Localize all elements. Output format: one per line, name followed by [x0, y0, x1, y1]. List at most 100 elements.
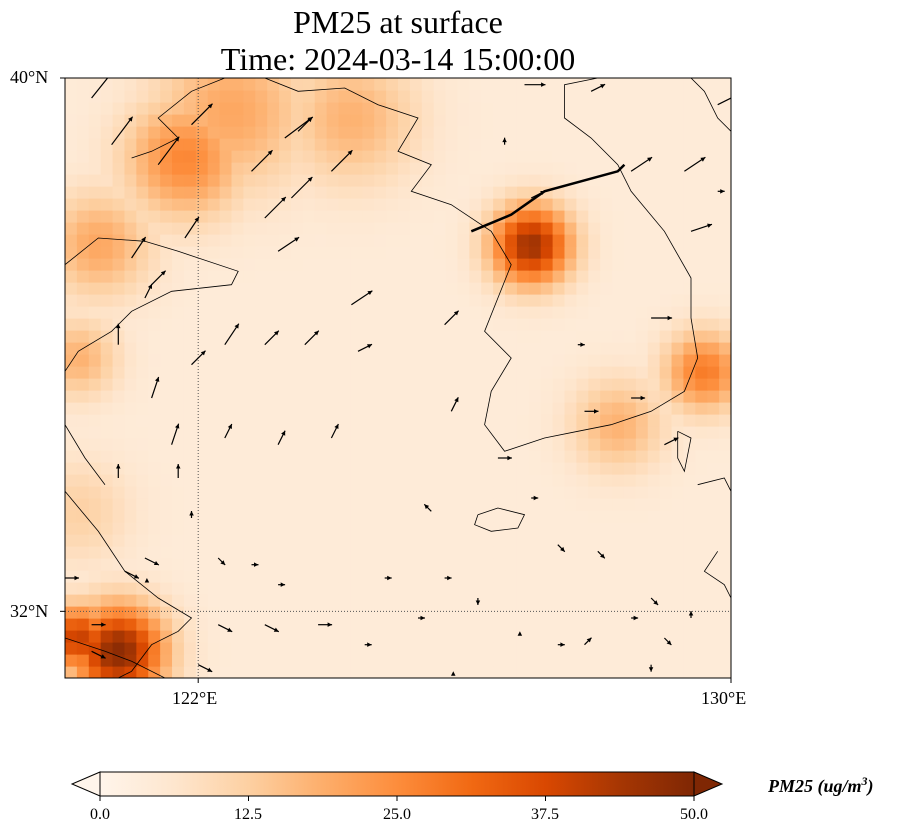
pm25-cell: [207, 618, 221, 631]
pm25-cell: [290, 594, 304, 607]
pm25-cell: [564, 282, 577, 295]
pm25-cell: [279, 522, 292, 535]
pm25-cell: [505, 630, 518, 643]
pm25-cell: [516, 354, 530, 367]
pm25-cell: [338, 162, 352, 175]
pm25-cell: [112, 606, 126, 619]
wind-arrow: [151, 376, 160, 399]
pm25-cell: [65, 450, 78, 463]
pm25-cell: [172, 198, 185, 211]
pm25-cell: [290, 522, 304, 535]
pm25-cell: [374, 546, 387, 559]
pm25-cell: [160, 282, 173, 295]
pm25-cell: [564, 270, 577, 283]
pm25-cell: [635, 246, 649, 259]
pm25-cell: [362, 222, 375, 235]
wind-arrow: [184, 216, 200, 239]
pm25-cell: [279, 90, 292, 103]
pm25-cell: [647, 306, 661, 319]
pm25-cell: [600, 594, 613, 607]
pm25-cell: [505, 198, 518, 211]
pm25-cell: [635, 294, 649, 307]
pm25-cell: [112, 570, 126, 583]
pm25-cell: [398, 126, 411, 139]
pm25-cell: [576, 366, 589, 379]
pm25-cell: [600, 78, 613, 91]
pm25-cell: [409, 138, 423, 151]
pm25-cell: [635, 534, 649, 547]
pm25-cell: [386, 558, 399, 571]
pm25-cell: [255, 90, 268, 103]
pm25-cell: [326, 498, 340, 511]
pm25-cell: [528, 582, 542, 595]
pm25-cell: [683, 618, 696, 631]
pm25-cell: [576, 666, 589, 678]
pm25-cell: [314, 438, 328, 451]
pm25-cell: [386, 414, 399, 427]
pm25-cell: [160, 162, 173, 175]
pm25-cell: [528, 246, 542, 259]
pm25-cell: [100, 582, 114, 595]
pm25-cell: [659, 594, 673, 607]
pm25-cell: [172, 546, 185, 559]
pm25-cell: [409, 642, 423, 655]
pm25-cell: [160, 378, 173, 391]
pm25-cell: [588, 186, 601, 199]
pm25-cell: [362, 126, 375, 139]
pm25-cell: [540, 606, 554, 619]
wind-arrow: [497, 455, 512, 461]
pm25-cell: [183, 414, 197, 427]
pm25-cell: [623, 342, 637, 355]
wind-arrow: [224, 323, 240, 346]
pm25-cell: [469, 594, 482, 607]
pm25-cell: [409, 594, 423, 607]
pm25-cell: [76, 126, 90, 139]
pm25-cell: [362, 138, 375, 151]
pm25-cell: [635, 570, 649, 583]
pm25-cell: [219, 306, 233, 319]
pm25-cell: [505, 606, 518, 619]
pm25-cell: [457, 594, 470, 607]
pm25-cell: [398, 234, 411, 247]
colorbar-gradient: [100, 772, 694, 796]
pm25-cell: [552, 162, 566, 175]
pm25-cell: [540, 234, 554, 247]
pm25-cell: [195, 474, 209, 487]
pm25-cell: [612, 462, 625, 475]
pm25-cell: [172, 414, 185, 427]
pm25-cell: [362, 390, 375, 403]
pm25-cell: [65, 510, 78, 523]
pm25-cell: [350, 534, 363, 547]
pm25-cell: [65, 594, 78, 607]
pm25-cell: [136, 378, 149, 391]
pm25-cell: [338, 90, 352, 103]
pm25-cell: [290, 618, 304, 631]
pm25-cell: [564, 534, 577, 547]
pm25-cell: [386, 78, 399, 91]
pm25-cell: [65, 618, 78, 631]
pm25-cell: [314, 366, 328, 379]
pm25-cell: [409, 162, 423, 175]
wind-arrow: [423, 503, 432, 512]
pm25-cell: [136, 426, 149, 439]
pm25-cell: [207, 306, 221, 319]
pm25-cell: [516, 90, 530, 103]
pm25-cell: [302, 390, 316, 403]
pm25-cell: [671, 594, 685, 607]
pm25-cell: [683, 318, 696, 331]
pm25-cell: [516, 426, 530, 439]
pm25-cell: [112, 630, 126, 643]
pm25-cell: [160, 510, 173, 523]
pm25-cell: [374, 294, 387, 307]
pm25-cell: [588, 426, 601, 439]
wind-arrow: [444, 310, 460, 326]
pm25-cell: [338, 342, 352, 355]
pm25-cell: [302, 450, 316, 463]
pm25-cell: [671, 318, 685, 331]
pm25-cell: [195, 114, 209, 127]
pm25-cell: [647, 642, 661, 655]
pm25-cell: [457, 546, 470, 559]
pm25-cell: [564, 222, 577, 235]
pm25-cell: [588, 522, 601, 535]
pm25-cell: [469, 402, 482, 415]
